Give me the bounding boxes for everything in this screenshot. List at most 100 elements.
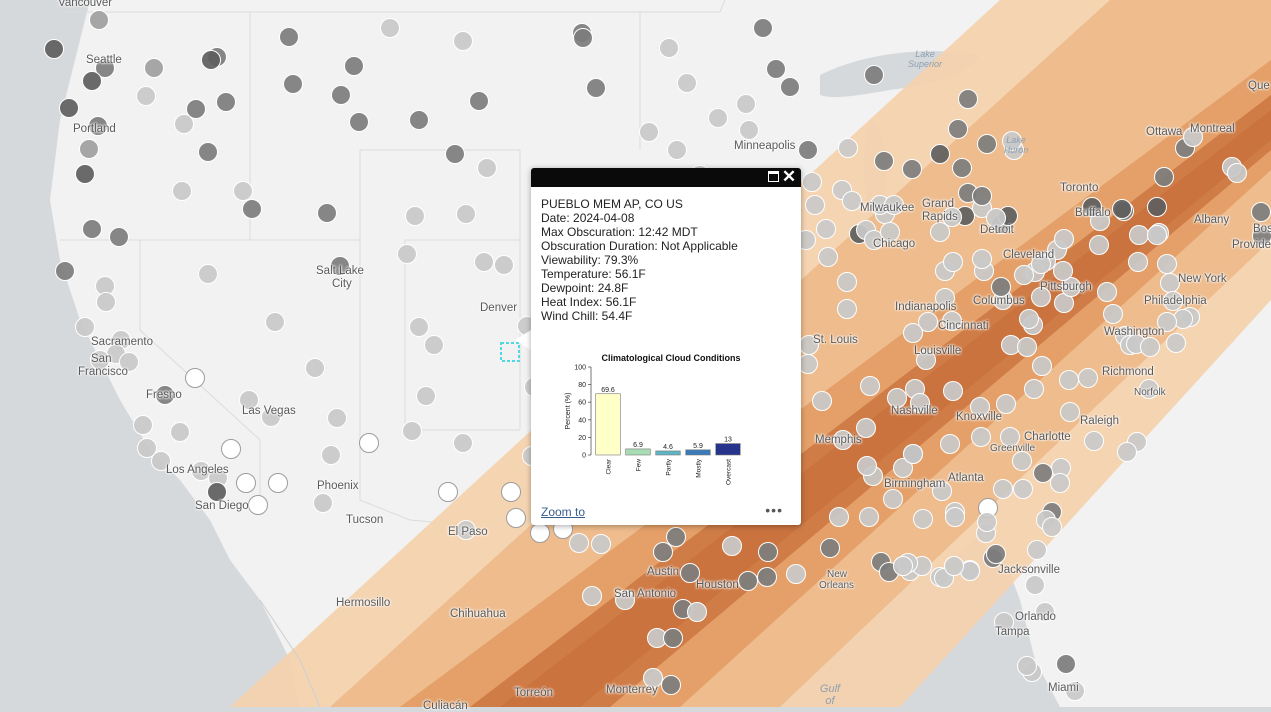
station-dot[interactable] <box>470 92 489 111</box>
station-dot[interactable] <box>654 543 673 562</box>
station-dot[interactable] <box>507 509 526 528</box>
station-dot[interactable] <box>858 457 877 476</box>
station-dot[interactable] <box>398 245 417 264</box>
station-dot[interactable] <box>1018 338 1037 357</box>
station-dot[interactable] <box>688 603 707 622</box>
station-dot[interactable] <box>187 100 206 119</box>
station-dot[interactable] <box>959 90 978 109</box>
station-dot[interactable] <box>1057 655 1076 674</box>
station-dot[interactable] <box>843 192 862 211</box>
station-dot[interactable] <box>941 435 960 454</box>
station-dot[interactable] <box>931 223 950 242</box>
station-dot[interactable] <box>574 29 593 48</box>
station-dot[interactable] <box>1033 357 1052 376</box>
station-dot[interactable] <box>1228 164 1247 183</box>
station-dot[interactable] <box>56 262 75 281</box>
station-dot[interactable] <box>454 32 473 51</box>
station-dot[interactable] <box>740 121 759 140</box>
station-dot[interactable] <box>787 565 806 584</box>
station-dot[interactable] <box>1161 274 1180 293</box>
station-dot[interactable] <box>861 377 880 396</box>
station-dot[interactable] <box>865 66 884 85</box>
station-dot[interactable] <box>234 182 253 201</box>
station-dot[interactable] <box>709 109 728 128</box>
station-dot[interactable] <box>137 87 156 106</box>
station-dot[interactable] <box>678 74 697 93</box>
station-dot[interactable] <box>202 51 221 70</box>
station-dot[interactable] <box>249 496 268 515</box>
station-dot[interactable] <box>640 123 659 142</box>
station-dot[interactable] <box>381 19 400 38</box>
station-dot[interactable] <box>583 587 602 606</box>
station-dot[interactable] <box>803 173 822 192</box>
more-options-icon[interactable]: ••• <box>765 502 783 518</box>
station-dot[interactable] <box>80 140 99 159</box>
station-dot[interactable] <box>903 160 922 179</box>
zoom-to-link[interactable]: Zoom to <box>541 505 585 519</box>
station-dot[interactable] <box>953 159 972 178</box>
station-dot[interactable] <box>83 220 102 239</box>
station-dot[interactable] <box>173 182 192 201</box>
station-dot[interactable] <box>1141 338 1160 357</box>
station-dot[interactable] <box>1130 226 1149 245</box>
station-dot[interactable] <box>884 490 903 509</box>
station-dot[interactable] <box>723 537 742 556</box>
station-dot[interactable] <box>662 676 681 695</box>
station-dot[interactable] <box>1079 369 1098 388</box>
station-dot[interactable] <box>406 207 425 226</box>
station-dot[interactable] <box>1167 334 1186 353</box>
station-dot[interactable] <box>280 28 299 47</box>
station-dot[interactable] <box>110 228 129 247</box>
station-dot[interactable] <box>592 535 611 554</box>
station-dot[interactable] <box>875 152 894 171</box>
station-dot[interactable] <box>360 434 379 453</box>
station-dot[interactable] <box>972 428 991 447</box>
station-dot[interactable] <box>83 72 102 91</box>
station-dot[interactable] <box>587 79 606 98</box>
station-dot[interactable] <box>284 75 303 94</box>
station-dot[interactable] <box>945 557 964 576</box>
station-dot[interactable] <box>60 99 79 118</box>
station-dot[interactable] <box>759 543 778 562</box>
station-dot[interactable] <box>45 40 64 59</box>
station-dot[interactable] <box>1090 236 1109 255</box>
station-dot[interactable] <box>1054 262 1073 281</box>
maximize-icon[interactable] <box>768 171 779 182</box>
station-dot[interactable] <box>237 474 256 493</box>
station-dot[interactable] <box>531 524 550 543</box>
station-dot[interactable] <box>454 434 473 453</box>
station-dot[interactable] <box>222 440 241 459</box>
station-dot[interactable] <box>318 204 337 223</box>
station-dot[interactable] <box>781 78 800 97</box>
station-dot[interactable] <box>1014 480 1033 499</box>
station-dot[interactable] <box>973 250 992 269</box>
station-dot[interactable] <box>345 57 364 76</box>
station-dot[interactable] <box>134 416 153 435</box>
station-dot[interactable] <box>944 382 963 401</box>
station-dot[interactable] <box>332 86 351 105</box>
station-dot[interactable] <box>306 359 325 378</box>
station-dot[interactable] <box>806 196 825 215</box>
station-dot[interactable] <box>76 318 95 337</box>
station-dot[interactable] <box>664 629 683 648</box>
station-dot[interactable] <box>1061 403 1080 422</box>
station-dot[interactable] <box>439 483 458 502</box>
station-dot[interactable] <box>799 141 818 160</box>
station-dot[interactable] <box>1155 168 1174 187</box>
station-dot[interactable] <box>186 369 205 388</box>
station-dot[interactable] <box>660 39 679 58</box>
station-dot[interactable] <box>973 187 992 206</box>
station-dot[interactable] <box>269 474 288 493</box>
station-dot[interactable] <box>322 446 341 465</box>
station-dot[interactable] <box>266 313 285 332</box>
station-dot[interactable] <box>171 423 190 442</box>
station-dot[interactable] <box>978 513 997 532</box>
station-dot[interactable] <box>217 93 236 112</box>
station-dot[interactable] <box>838 273 857 292</box>
station-dot[interactable] <box>199 143 218 162</box>
station-dot[interactable] <box>799 355 818 374</box>
station-dot[interactable] <box>904 324 923 343</box>
station-dot[interactable] <box>570 534 589 553</box>
station-dot[interactable] <box>1043 518 1062 537</box>
station-dot[interactable] <box>1060 371 1079 390</box>
